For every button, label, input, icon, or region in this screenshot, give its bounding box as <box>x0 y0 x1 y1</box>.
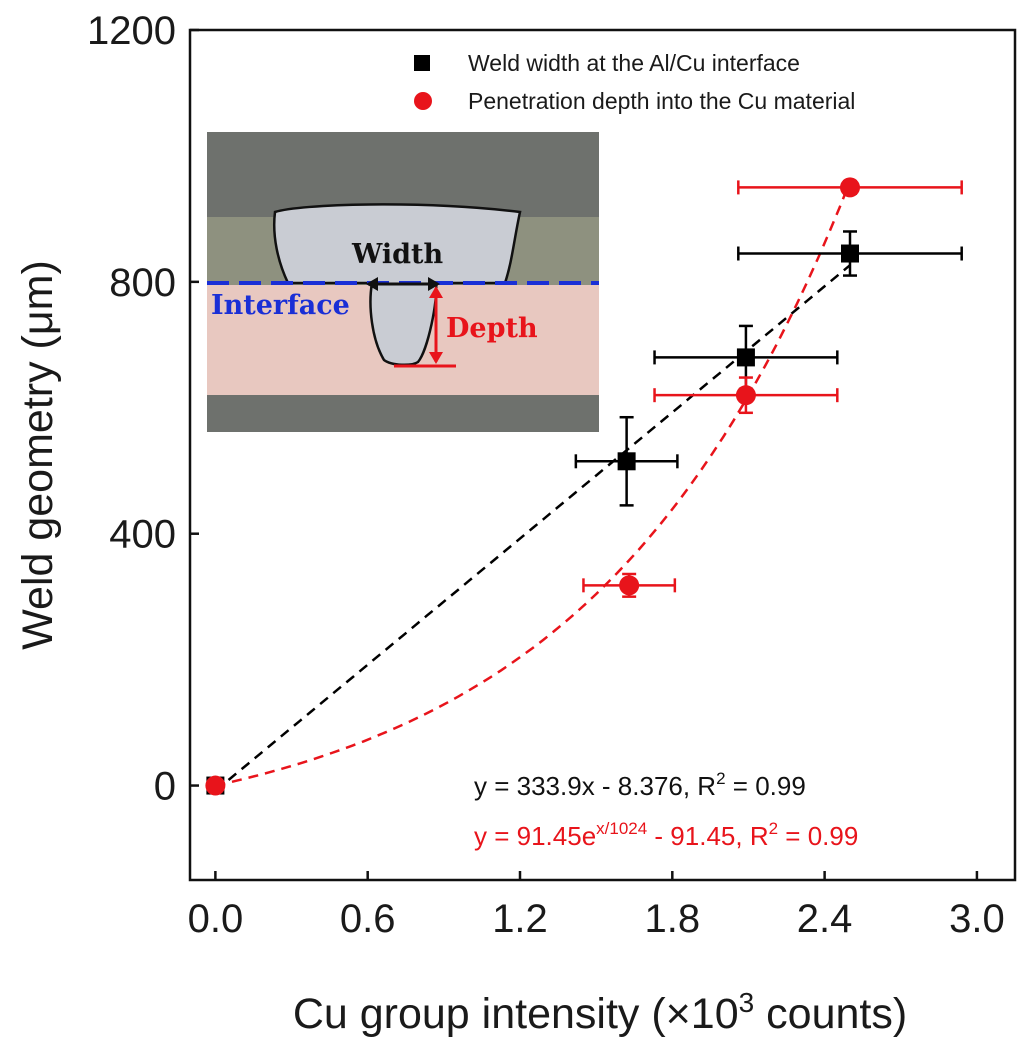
x-tick-label: 0.6 <box>340 897 396 941</box>
x-axis-ticks: 0.0 0.6 1.2 1.8 2.4 3.0 <box>188 871 1005 941</box>
inset-depth-label: Depth <box>446 313 538 344</box>
legend-label-width: Weld width at the Al/Cu interface <box>468 50 800 76</box>
inset-interface-label: Interface <box>211 290 350 321</box>
x-tick-label: 1.2 <box>492 897 548 941</box>
data-point-depth <box>205 775 226 796</box>
x-tick-label: 3.0 <box>949 897 1005 941</box>
data-point-width <box>736 348 755 367</box>
plot-frame <box>188 28 1017 882</box>
legend-label-depth: Penetration depth into the Cu material <box>468 88 855 114</box>
x-tick-label: 2.4 <box>797 897 853 941</box>
inset-depth-arrowhead-bottom <box>429 352 443 364</box>
legend-marker-width <box>414 55 430 71</box>
y-tick-label: 0 <box>154 765 176 809</box>
legend: Weld width at the Al/Cu interface Penetr… <box>414 50 855 114</box>
inset-width-arrowhead-right <box>428 277 440 291</box>
data-point-depth <box>735 385 756 406</box>
data-markers <box>205 177 860 796</box>
fit-equation-width: y = 333.9x - 8.376, R2 = 0.99 <box>474 769 806 801</box>
data-point-depth <box>619 575 640 596</box>
data-point-width <box>841 244 859 263</box>
inset-width-arrowhead-left <box>366 277 378 291</box>
y-axis-label: Weld geometry (μm) <box>14 260 62 650</box>
data-point-depth <box>840 177 860 198</box>
fit-line-depth <box>215 181 852 787</box>
x-axis-label: Cu group intensity (×103 counts) <box>293 987 907 1038</box>
legend-marker-depth <box>414 92 432 110</box>
fit-equation-depth: y = 91.45ex/1024 - 91.45, R2 = 0.99 <box>474 819 858 851</box>
inset-micrograph: Width Interface Depth <box>207 132 599 432</box>
y-tick-label: 800 <box>109 261 176 305</box>
inset-width-label: Width <box>351 239 443 270</box>
inset-depth-arrowhead-top <box>429 286 443 298</box>
y-tick-label: 400 <box>109 513 176 557</box>
error-bars <box>574 179 963 598</box>
x-tick-label: 1.8 <box>645 897 701 941</box>
y-axis-ticks: 0 400 800 1200 <box>87 9 199 809</box>
y-tick-label: 1200 <box>87 9 176 53</box>
x-tick-label: 0.0 <box>188 897 244 941</box>
data-point-width <box>617 452 636 471</box>
